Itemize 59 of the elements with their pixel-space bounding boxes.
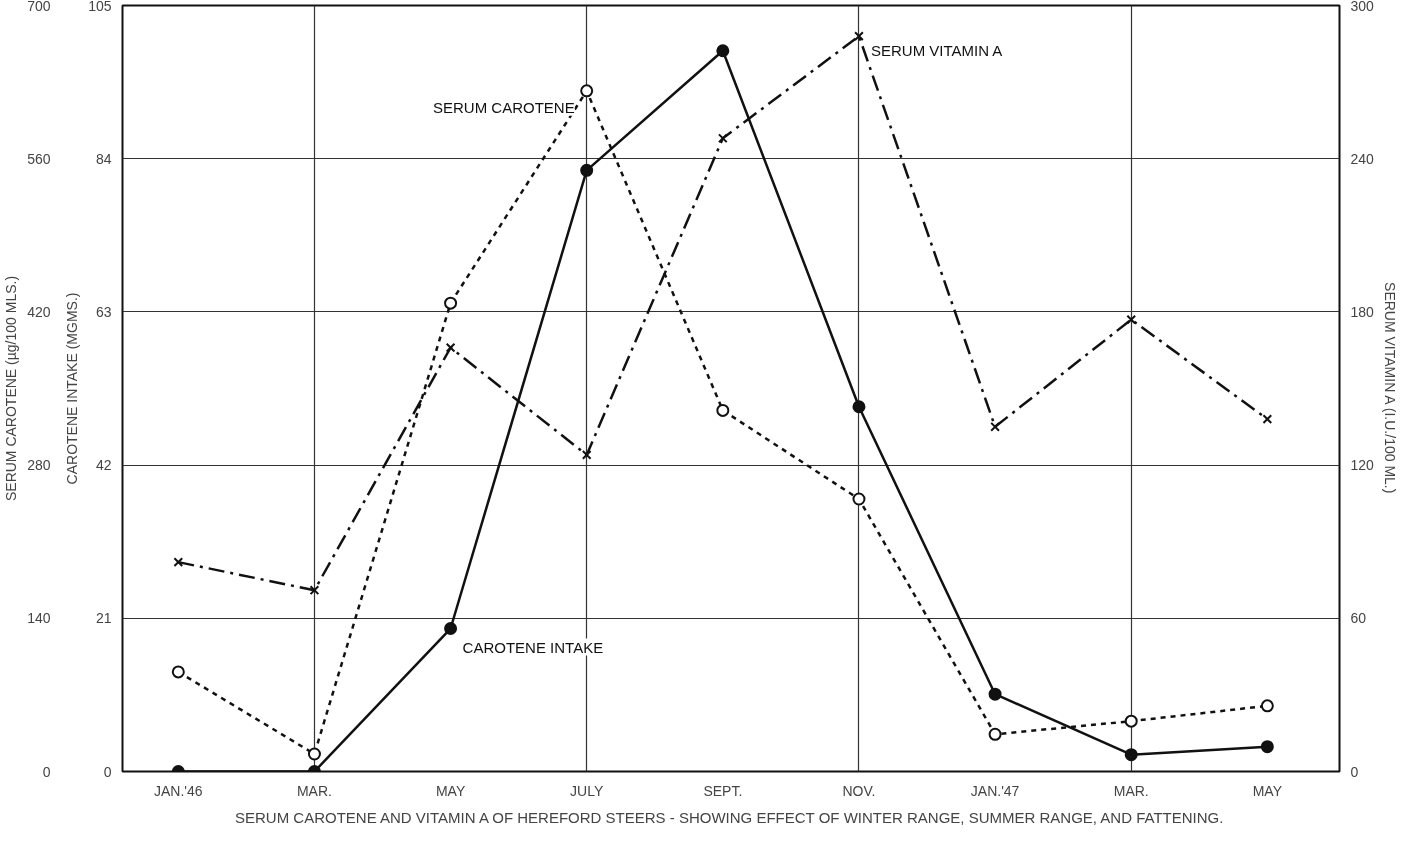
point [1126,314,1137,325]
x-tick-label: MAY [435,782,466,799]
y3-tick-label: 63 [95,303,112,320]
x-tick-label: NOV. [842,782,876,799]
point [1260,699,1274,713]
point [852,492,866,506]
point [988,727,1002,741]
series-label: SERUM CAROTENE [433,98,575,116]
point [173,557,184,568]
point [309,585,320,596]
x-tick-label: JAN.'46 [154,782,203,799]
series-label: SERUM VITAMIN A [870,42,1003,60]
x-tick-label: MAY [1252,782,1283,799]
point [988,687,1002,701]
y-tick-label: 280 [27,457,51,474]
y-tick-label: 420 [27,303,51,320]
point [171,665,185,679]
y3-tick-label: 0 [103,763,112,780]
point [1260,740,1274,754]
y2-tick-label: 240 [1350,150,1375,167]
x-tick-label: MAR. [1113,782,1149,799]
point [717,133,728,144]
y3-tick-label: 105 [88,0,112,14]
y2-tick-label: 0 [1350,763,1359,780]
point [580,163,594,177]
y-tick-label: 140 [27,610,51,627]
x-tick-label: JULY [570,782,604,799]
x-tick-label: JAN.'47 [970,782,1020,799]
x-tick-label: MAR. [296,782,332,799]
point [307,747,321,761]
y3-tick-label: 84 [95,150,112,167]
y2-tick-label: 120 [1350,457,1375,474]
point [444,296,458,310]
point [716,44,730,58]
y3-axis-title: CAROTENE INTAKE (MGMS.) [64,292,81,485]
point [581,450,592,460]
point [445,342,456,353]
y-axis-title: SERUM CAROTENE (µg/100 MLS.) [3,275,20,502]
point [1124,748,1138,762]
point [1262,414,1273,425]
point [852,400,866,414]
point [716,403,730,417]
y2-axis-title: SERUM VITAMIN A (I.U./100 ML.) [1381,282,1398,494]
point [1124,714,1138,728]
y2-tick-label: 300 [1350,0,1375,14]
y-tick-label: 0 [42,763,51,780]
y-tick-label: 560 [27,150,51,167]
text: SERUM CAROTENE AND VITAMIN A OF HEREFORD STEERS - SHOWING EFFECT OF WINTER RANGE, SUMMER RANGE, AND FATTENING. [235,808,1224,826]
point [444,622,458,635]
point [990,421,1000,432]
y3-tick-label: 42 [95,457,112,474]
point [854,31,864,42]
y-tick-label: 700 [27,0,51,14]
point [580,84,594,98]
y3-tick-label: 21 [95,610,112,627]
x-tick-label: SEPT. [703,782,743,799]
y2-tick-label: 180 [1350,303,1375,320]
series-label: CAROTENE INTAKE [462,638,604,656]
y2-tick-label: 60 [1350,610,1367,627]
